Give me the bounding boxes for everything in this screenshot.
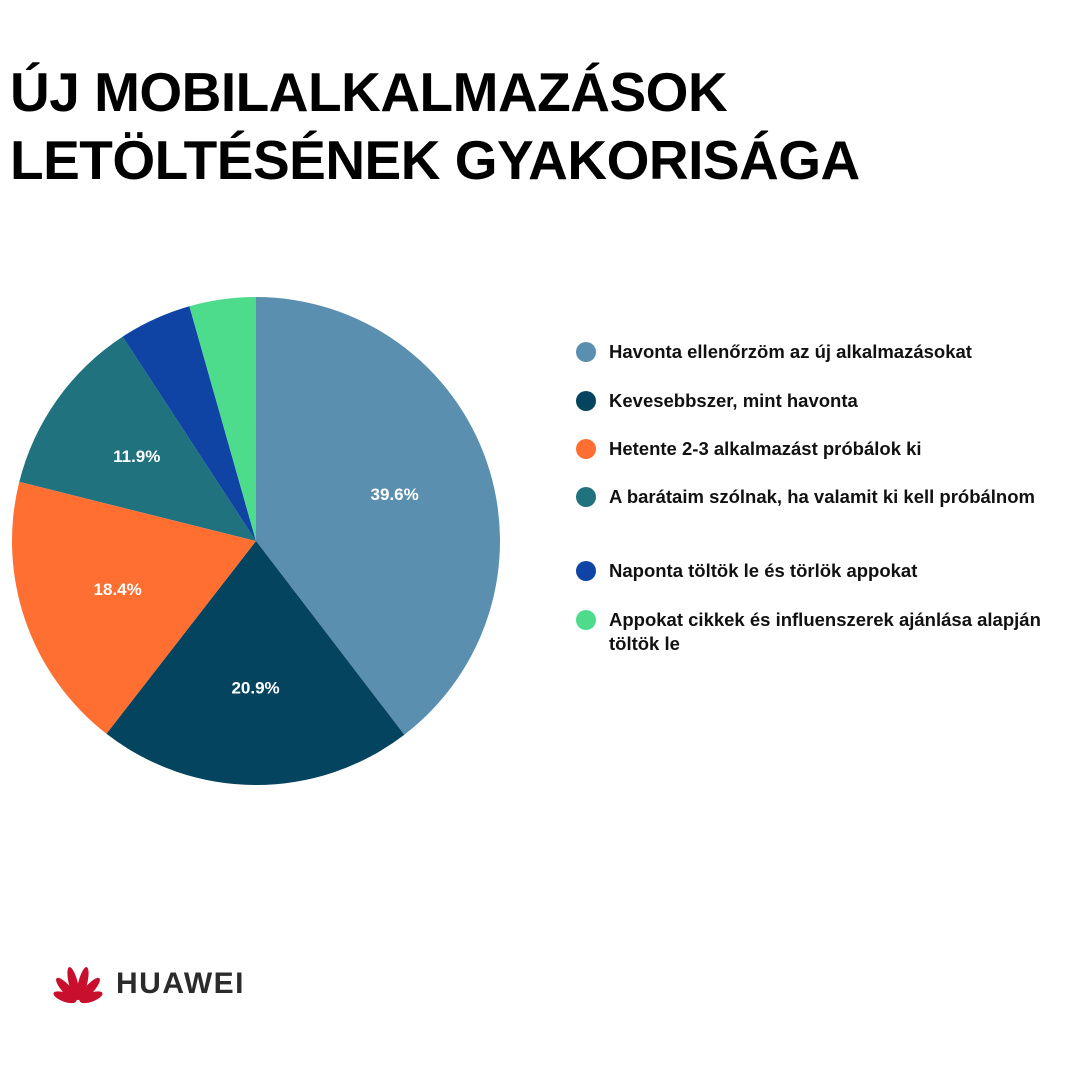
logo-petal — [56, 977, 78, 1001]
legend-label: A barátaim szólnak, ha valamit ki kell p… — [609, 486, 1035, 507]
legend-label: Havonta ellenőrzöm az új alkalmazásokat — [609, 341, 972, 362]
pie-slice — [122, 306, 256, 541]
legend-item: Hetente 2-3 alkalmazást próbálok ki — [576, 437, 922, 461]
pie-chart: 39.6% 20.9% 18.4% 11.9% — [11, 297, 500, 785]
title-line-2: LETÖLTÉSÉNEK GYAKORISÁGA — [10, 129, 860, 191]
data-label: 11.9% — [113, 447, 160, 466]
pie-slice — [11, 481, 257, 734]
legend-item: Havonta ellenőrzöm az új alkalmazásokat — [576, 340, 972, 364]
legend-swatch — [576, 439, 596, 459]
huawei-flower-icon — [53, 967, 103, 1004]
legend-swatch — [576, 561, 596, 581]
legend-label: Kevesebbszer, mint havonta — [609, 390, 858, 411]
legend-swatch — [576, 610, 596, 630]
logo-petal — [78, 977, 100, 1001]
logo-petal — [53, 991, 77, 1004]
legend-label: Hetente 2-3 alkalmazást próbálok ki — [609, 438, 922, 459]
legend-item: A barátaim szólnak, ha valamit ki kell p… — [576, 485, 1035, 509]
logo-petal — [76, 967, 89, 1001]
title-line-1: ÚJ MOBILALKALMAZÁSOK — [10, 61, 728, 123]
huawei-logo: HUAWEI — [50, 962, 245, 1006]
legend-swatch — [576, 342, 596, 362]
logo-petal — [67, 967, 80, 1001]
data-label: 20.9% — [231, 678, 279, 697]
legend-label: Naponta töltök le és törlök appokat — [609, 560, 918, 581]
legend-item: Appokat cikkek és influenszerek ajánlása… — [576, 608, 1076, 656]
data-label: 39.6% — [371, 485, 419, 504]
legend-item: Naponta töltök le és törlök appokat — [576, 559, 917, 583]
pie-slice — [189, 297, 256, 541]
legend-swatch — [576, 391, 596, 411]
pie-slice — [256, 297, 500, 735]
pie-slice — [19, 336, 257, 541]
legend-label: Appokat cikkek és influenszerek ajánlása… — [609, 609, 1041, 654]
chart-title: ÚJ MOBILALKALMAZÁSOK LETÖLTÉSÉNEK GYAKOR… — [10, 58, 860, 194]
legend-swatch — [576, 487, 596, 507]
data-label: 18.4% — [94, 580, 142, 599]
logo-petal — [79, 991, 103, 1004]
logo-text: HUAWEI — [116, 967, 245, 1000]
pie-slice — [106, 541, 405, 785]
legend-item: Kevesebbszer, mint havonta — [576, 389, 858, 413]
